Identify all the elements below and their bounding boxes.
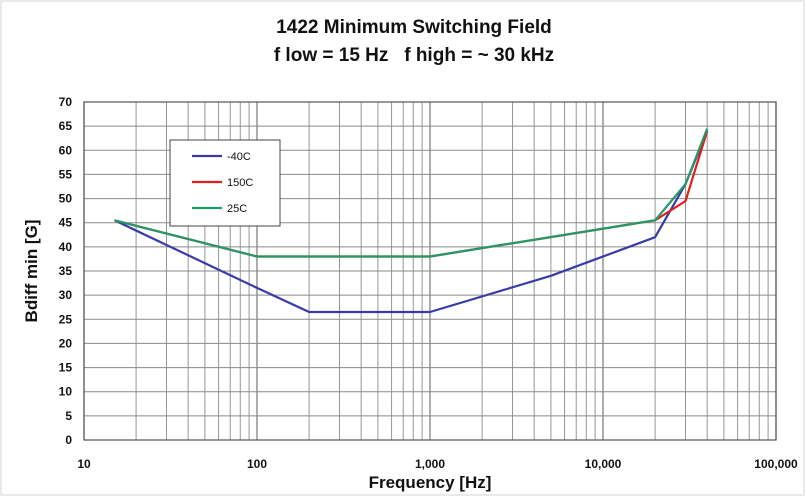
y-tick-label: 70: [59, 95, 73, 109]
x-tick-label: 1,000: [415, 457, 445, 471]
y-tick-label: 5: [65, 409, 72, 423]
x-axis-title: Frequency [Hz]: [369, 473, 492, 492]
y-tick-label: 40: [59, 240, 73, 254]
y-tick-label: 50: [59, 192, 73, 206]
series-line-0: [114, 130, 709, 314]
y-tick-label: 45: [59, 216, 73, 230]
x-tick-label: 10,000: [585, 457, 622, 471]
y-tick-label: 65: [59, 119, 73, 133]
y-tick-label: 20: [59, 336, 73, 350]
y-tick-label: 25: [59, 312, 73, 326]
y-tick-label: 30: [59, 288, 73, 302]
series-lines: [114, 128, 709, 314]
chart-title: 1422 Minimum Switching Field: [276, 17, 552, 38]
x-tick-label: 100: [247, 457, 267, 471]
legend-label: -40C: [227, 151, 251, 163]
y-axis-title: Bdiff min [G]: [22, 220, 41, 323]
y-tick-label: 0: [65, 433, 72, 447]
x-tick-label: 10: [77, 457, 91, 471]
y-tick-label: 15: [59, 361, 73, 375]
plot-frame: [83, 101, 777, 441]
y-tick-label: 55: [59, 167, 73, 181]
y-tick-label: 10: [59, 385, 73, 399]
legend-label: 25C: [227, 203, 247, 215]
series-line-2: [114, 128, 709, 258]
y-tick-label: 35: [59, 264, 73, 278]
legend-label: 150C: [227, 177, 253, 189]
x-tick-label: 100,000: [754, 457, 798, 471]
legend: -40C 150C 25C: [169, 139, 281, 227]
y-tick-label: 60: [59, 143, 73, 157]
legend-box: [169, 139, 281, 227]
tick-labels: 0 5 10 15 20 25 30 35 40 45 50 55 60 65 70 10 100 1,000 10…: [59, 95, 798, 471]
chart-subtitle: f low = 15 Hz f high = ~ 30 kHz: [274, 45, 554, 66]
